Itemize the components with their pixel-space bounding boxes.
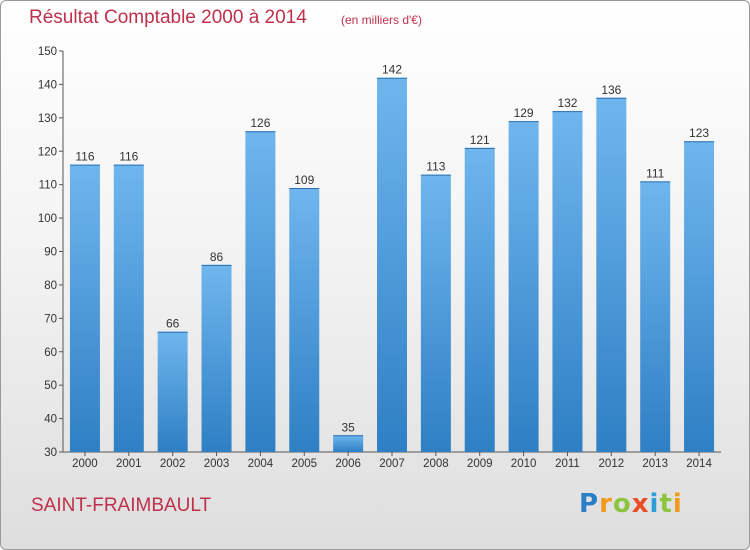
y-tick-label: 130	[38, 113, 57, 125]
y-tick-label: 110	[39, 180, 57, 192]
y-tick-label: 100	[38, 213, 57, 225]
x-tick-label: 2000	[72, 458, 98, 470]
x-tick-label: 2009	[467, 458, 493, 470]
bar	[113, 164, 144, 452]
data-label: 116	[75, 150, 94, 164]
data-label: 35	[341, 420, 355, 434]
bar	[289, 188, 320, 452]
data-label: 111	[646, 166, 665, 180]
bar	[640, 181, 671, 452]
logo-letter: t	[659, 489, 673, 519]
data-label: 123	[689, 126, 709, 140]
data-label: 121	[470, 133, 490, 147]
x-tick-label: 2005	[291, 458, 317, 470]
x-tick-label: 2012	[599, 458, 625, 470]
city-name: SAINT-FRAIMBAULT	[31, 495, 212, 516]
x-tick-label: 2004	[248, 458, 274, 470]
y-tick-label: 80	[44, 280, 57, 292]
data-label: 132	[557, 96, 577, 110]
y-tick-label: 50	[44, 380, 57, 392]
chart-title: Résultat Comptable 2000 à 2014	[29, 7, 307, 28]
x-tick-label: 2013	[642, 458, 668, 470]
bar	[508, 121, 539, 453]
data-label: 116	[119, 150, 138, 164]
x-tick-label: 2001	[116, 458, 142, 470]
logo-letter: x	[631, 489, 650, 519]
y-tick-label: 150	[38, 46, 57, 58]
x-tick-label: 2008	[423, 458, 449, 470]
y-tick-label: 60	[44, 347, 57, 359]
data-label: 109	[294, 173, 314, 187]
y-tick-label: 30	[44, 447, 57, 459]
bar	[596, 97, 627, 453]
data-label: 126	[250, 116, 270, 130]
data-label: 66	[166, 317, 180, 331]
bar	[201, 264, 232, 452]
bar	[464, 147, 495, 453]
y-tick-label: 120	[38, 146, 57, 158]
bar	[245, 131, 276, 452]
x-tick-label: 2010	[511, 458, 537, 470]
bar	[684, 141, 715, 452]
y-tick-label: 90	[44, 247, 57, 259]
logo-letter: r	[599, 489, 613, 519]
x-tick-label: 2006	[335, 458, 361, 470]
y-tick-label: 40	[44, 414, 57, 426]
x-tick-label: 2002	[160, 458, 186, 470]
x-tick-label: 2007	[379, 458, 405, 470]
bar	[377, 77, 407, 452]
logo-letter: P	[579, 489, 600, 519]
bar	[69, 164, 100, 452]
data-label: 129	[514, 106, 534, 120]
bar	[552, 111, 583, 453]
bar	[157, 331, 188, 452]
bar	[333, 435, 364, 452]
data-label: 136	[601, 83, 621, 97]
y-tick-label: 70	[44, 313, 57, 325]
logo-letter: i	[649, 489, 660, 519]
data-label: 113	[426, 160, 445, 174]
chart-subtitle: (en milliers d'€)	[341, 13, 422, 27]
x-tick-label: 2014	[686, 458, 712, 470]
data-label: 86	[210, 250, 224, 264]
proxiti-logo: Proxiti	[579, 489, 683, 519]
x-tick-label: 2003	[204, 458, 230, 470]
logo-letter: o	[612, 489, 632, 519]
bar	[420, 174, 451, 452]
data-label: 142	[382, 63, 402, 77]
x-tick-label: 2011	[555, 458, 580, 470]
y-tick-label: 140	[38, 79, 57, 91]
logo-letter: i	[672, 489, 683, 519]
